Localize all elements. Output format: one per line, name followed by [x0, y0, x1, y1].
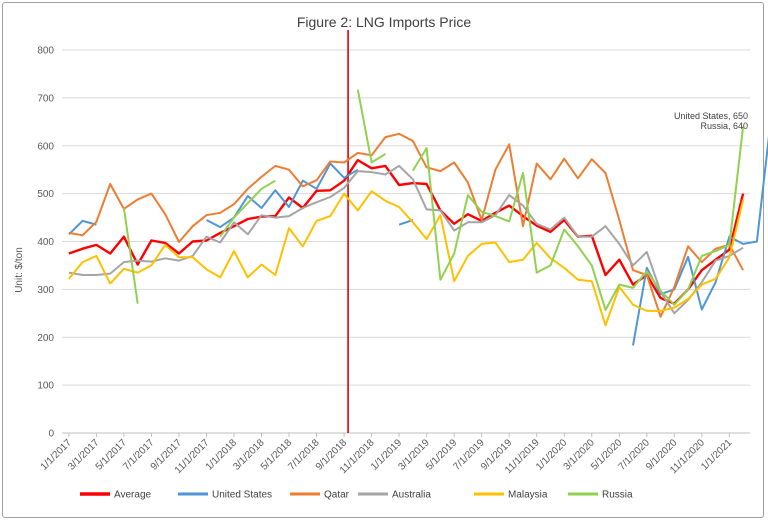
legend-label: Russia — [602, 490, 633, 501]
legend-label: Average — [114, 490, 152, 501]
gridlines — [62, 49, 750, 434]
y-tick-label: 300 — [37, 285, 54, 296]
series-lines — [68, 89, 768, 346]
legend-label: Malaysia — [508, 490, 548, 501]
y-tick-label: 600 — [37, 141, 54, 152]
data-annotation: United States, 650 — [674, 111, 748, 121]
y-tick-label: 400 — [37, 237, 54, 248]
legend-label: Australia — [392, 490, 431, 501]
legend-label: Qatar — [324, 490, 350, 501]
series-line-united-states — [68, 135, 768, 346]
x-tick-label: 1/1/2021 — [699, 437, 735, 473]
y-tick-label: 700 — [37, 93, 54, 104]
y-axis-ticks: 0 100 200 300 400 500 600 700 800 — [37, 46, 54, 440]
y-tick-label: 200 — [37, 333, 54, 344]
chart-title: Figure 2: LNG Imports Price — [296, 14, 472, 30]
series-line-average — [68, 158, 745, 305]
legend: Average United States Qatar Australia Malays… — [80, 490, 633, 501]
data-annotation: Russia, 640 — [700, 121, 748, 131]
y-tick-label: 100 — [37, 381, 54, 392]
y-axis-label: Unit: $/ton — [14, 247, 25, 293]
y-tick-label: 800 — [37, 46, 54, 57]
y-tick-label: 500 — [37, 189, 54, 200]
series-line-russia — [122, 89, 745, 311]
y-tick-label: 0 — [48, 429, 54, 440]
x-axis-ticks: 1/1/20173/1/20175/1/20177/1/20179/1/2017… — [39, 433, 735, 476]
series-line-malaysia — [68, 190, 745, 327]
legend-label: United States — [212, 490, 272, 501]
series-line-australia — [68, 164, 744, 315]
